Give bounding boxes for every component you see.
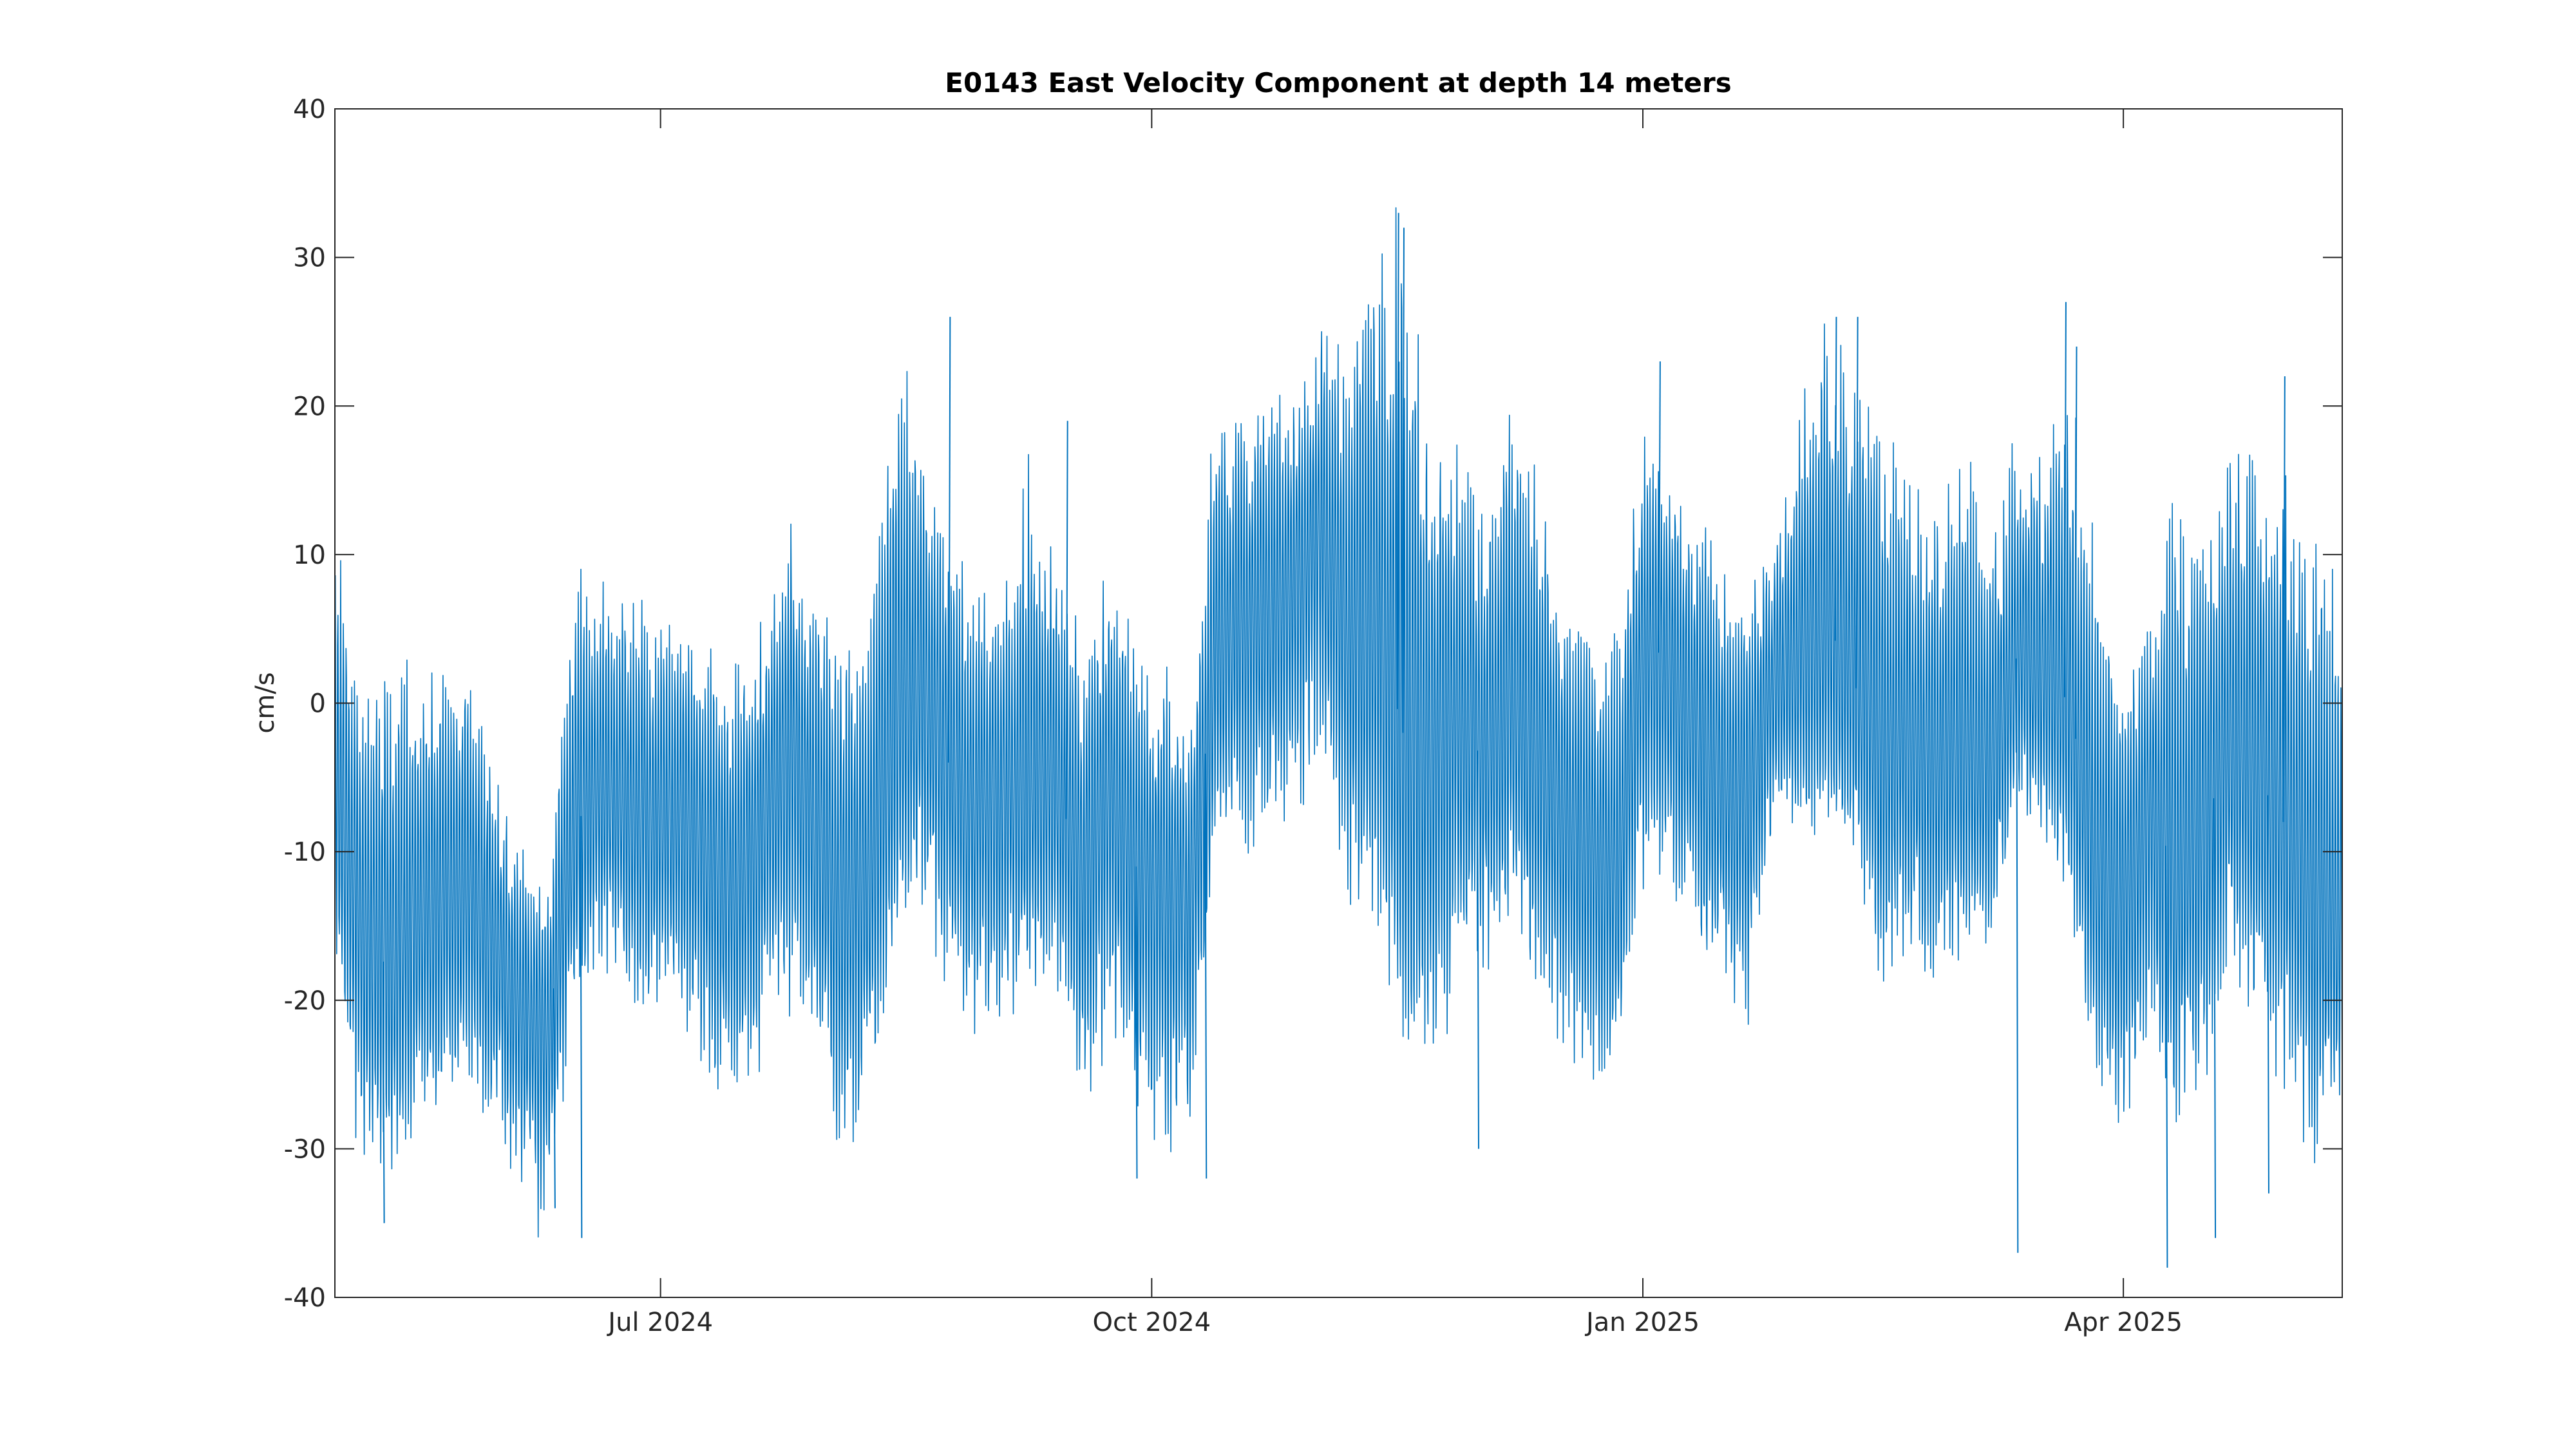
series-spike — [1855, 316, 1859, 689]
y-tick-label: 30 — [293, 244, 326, 273]
series-spike — [1658, 361, 1661, 653]
series-spike — [2213, 798, 2217, 1238]
series-spike — [1477, 750, 1480, 1149]
x-tick-label: Jul 2024 — [606, 1308, 713, 1337]
series-spike — [553, 988, 556, 1208]
series-spike — [2016, 658, 2019, 1253]
y-tick-label: 40 — [293, 95, 326, 124]
y-tick-label: 0 — [310, 689, 326, 719]
y-tick-label: -40 — [284, 1283, 326, 1313]
series-spike — [1401, 227, 1405, 733]
series-spike — [580, 816, 583, 1238]
series-spike — [2074, 346, 2078, 739]
series-line — [334, 207, 2343, 1238]
x-tick-label: Apr 2025 — [2064, 1308, 2183, 1337]
y-tick-label: -10 — [284, 837, 326, 867]
series-spike — [2266, 795, 2269, 1194]
y-tick-label: 20 — [293, 392, 326, 421]
y-axis-label: cm/s — [251, 672, 280, 733]
series-spike — [382, 961, 385, 1223]
y-tick-label: -20 — [284, 986, 326, 1016]
y-tick-label: -30 — [284, 1134, 326, 1164]
series-spike — [2165, 845, 2168, 1268]
series-spike — [1204, 753, 1208, 1179]
series-spike — [2063, 301, 2067, 698]
plot-layer — [334, 207, 2343, 1268]
x-tick-label: Oct 2024 — [1093, 1308, 1211, 1337]
y-tick-label: 10 — [293, 540, 326, 570]
x-tick-label: Jan 2025 — [1584, 1308, 1700, 1337]
series-spike — [1396, 213, 1399, 709]
series-spike — [1135, 866, 1138, 1179]
chart-title: E0143 East Velocity Component at depth 1… — [945, 67, 1731, 99]
series-spike — [1834, 316, 1837, 641]
series-spike — [2282, 376, 2286, 823]
tick-layer: 40 30 20 10 0 -10 -20 -30 -40 Jul 2024 Oct 2024 Jan… — [284, 95, 2342, 1337]
series-spike — [1065, 421, 1068, 819]
series-spike — [948, 316, 951, 763]
